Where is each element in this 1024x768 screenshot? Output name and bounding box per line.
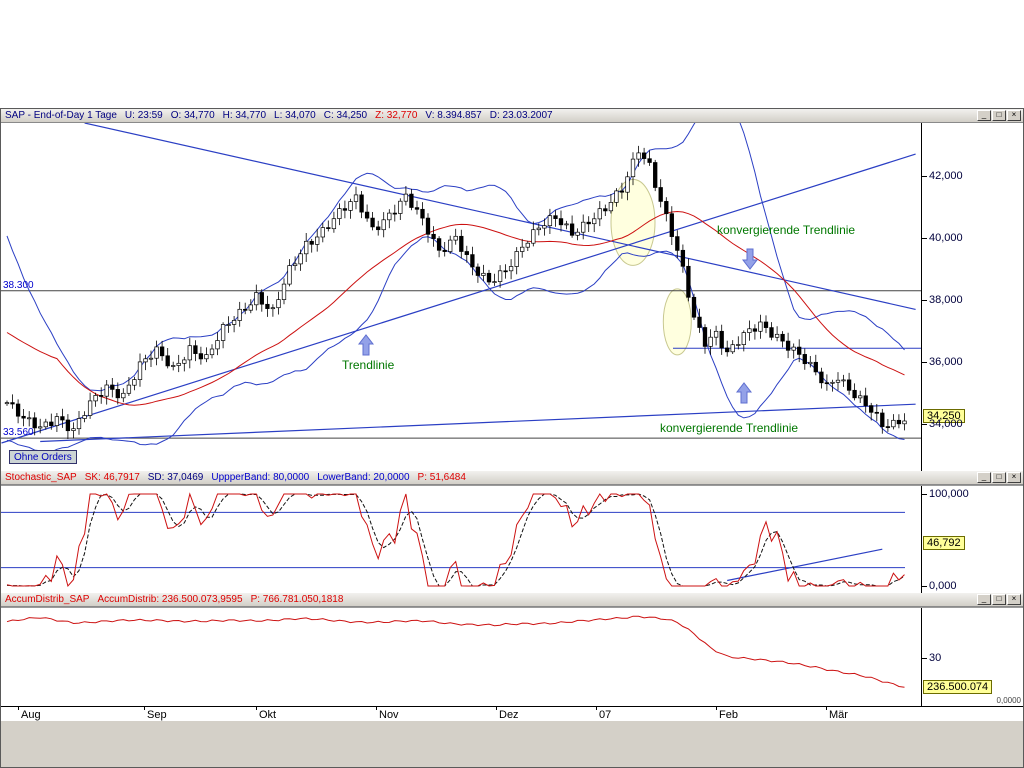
title-segment: O: 34,770	[170, 110, 215, 121]
stochastic-svg	[1, 492, 905, 588]
title-segment: L: 34,070	[274, 110, 316, 121]
stochastic-chart-area[interactable]: 46,792 100,000 0,000	[1, 485, 1023, 593]
accumdistrib-title-text: AccumDistrib_SAP AccumDistrib: 236.500.07…	[5, 594, 351, 605]
axis-tick-label: 34,000	[922, 418, 963, 431]
time-tick	[144, 707, 145, 710]
close-button[interactable]: ×	[1007, 472, 1021, 483]
time-axis-label: Feb	[719, 709, 738, 721]
ohne-orders-button[interactable]: Ohne Orders	[9, 450, 77, 464]
accumdistrib-axis: 236.500.074 0,0000 30	[921, 608, 1023, 706]
down-arrow-icon	[741, 248, 759, 270]
window-buttons: _ □ ×	[977, 594, 1021, 605]
candles-layer	[4, 145, 907, 439]
support-level-label: 38.300	[3, 280, 34, 291]
bollinger-lower-line	[6, 236, 905, 453]
chart-window: SAP - End-of-Day 1 Tage U: 23:59 O: 34,770…	[0, 108, 1024, 768]
accumdistrib-chart-area[interactable]: 236.500.074 0,0000 30	[1, 607, 1023, 706]
time-tick	[496, 707, 497, 710]
title-segment: SAP - End-of-Day 1 Tage	[5, 110, 117, 121]
time-tick	[256, 707, 257, 710]
up-arrow-icon	[735, 382, 753, 404]
support-level-label: 33.560	[3, 427, 34, 438]
trend-line	[40, 403, 916, 443]
axis-tick-label: 40,000	[922, 232, 963, 244]
trendline-annotation: konvergierende Trendlinie	[660, 421, 798, 435]
title-segment: SD: 37,0469	[147, 472, 204, 483]
maximize-button[interactable]: □	[992, 110, 1006, 121]
time-tick	[18, 707, 19, 710]
stochastic-title-text: Stochastic_SAP SK: 46,7917 SD: 37,0469 Uppp…	[5, 472, 474, 483]
maximize-button[interactable]: □	[992, 594, 1006, 605]
time-axis-label: Aug	[21, 709, 41, 721]
time-axis: Aug Sep Okt Nov Dez 07 Feb Mär	[1, 706, 1023, 721]
title-segment: Stochastic_SAP	[5, 472, 77, 483]
accumdistrib-svg	[6, 615, 905, 688]
title-segment: V: 8.394.857	[425, 110, 482, 121]
title-segment: P: 51,6484	[417, 472, 466, 483]
close-button[interactable]: ×	[1007, 110, 1021, 121]
title-segment: P: 766.781.050,1818	[250, 594, 344, 605]
title-segment: D: 23.03.2007	[489, 110, 553, 121]
axis-tick-label: 30	[921, 652, 942, 665]
highlight-ellipse	[662, 288, 692, 356]
accumdistrib-value-box: 236.500.074	[923, 680, 993, 694]
stochastic-sk-line	[6, 492, 905, 588]
stochastic-trend-line	[727, 548, 883, 582]
bollinger-upper-line	[6, 123, 905, 392]
main-chart-titlebar[interactable]: SAP - End-of-Day 1 Tage U: 23:59 O: 34,770…	[1, 109, 1023, 123]
accumdistrib-line	[6, 615, 905, 688]
title-segment: C: 34,250	[323, 110, 368, 121]
trend-line	[1, 153, 916, 444]
main-chart-svg: 38.300 33.560 konvergierende Trendlinie Tre…	[1, 123, 921, 453]
up-arrow-icon	[357, 334, 375, 356]
accumdistrib-titlebar[interactable]: AccumDistrib_SAP AccumDistrib: 236.500.07…	[1, 593, 1023, 607]
time-axis-label: Sep	[147, 709, 167, 721]
window-buttons: _ □ ×	[977, 472, 1021, 483]
main-chart-title-text: SAP - End-of-Day 1 Tage U: 23:59 O: 34,770…	[5, 110, 561, 121]
stochastic-axis: 46,792 100,000 0,000	[921, 486, 1023, 593]
time-axis-label: Okt	[259, 709, 277, 721]
time-tick	[376, 707, 377, 710]
title-segment: H: 34,770	[222, 110, 267, 121]
maximize-button[interactable]: □	[992, 472, 1006, 483]
title-segment: AccumDistrib: 236.500.073,9595	[97, 594, 243, 605]
axis-tick-label: 38,000	[922, 294, 963, 307]
title-segment: UppperBand: 80,0000	[211, 472, 310, 483]
title-segment: LowerBand: 20,0000	[317, 472, 410, 483]
minimize-button[interactable]: _	[977, 110, 991, 121]
window-background	[1, 721, 1023, 767]
trendline-annotation: Trendlinie	[342, 358, 395, 372]
minimize-button[interactable]: _	[977, 472, 991, 483]
main-chart-area[interactable]: 38.300 33.560 konvergierende Trendlinie Tre…	[1, 123, 1023, 471]
title-segment: U: 23:59	[124, 110, 163, 121]
axis-scale-label: 0,0000	[996, 696, 1021, 705]
window-buttons: _ □ ×	[977, 110, 1021, 121]
time-axis-label: Mär	[829, 709, 848, 721]
axis-tick-label: 0,000	[922, 580, 957, 592]
moving-average-line	[6, 210, 905, 406]
time-tick	[716, 707, 717, 710]
axis-tick-label: 100,000	[922, 488, 969, 500]
close-button[interactable]: ×	[1007, 594, 1021, 605]
axis-tick-label: 36,000	[922, 356, 963, 369]
minimize-button[interactable]: _	[977, 594, 991, 605]
stochastic-value-box: 46,792	[923, 536, 965, 550]
title-segment: Z: 32,770	[375, 110, 418, 121]
time-axis-label: 07	[599, 709, 612, 721]
trendline-annotation: konvergierende Trendlinie	[717, 223, 855, 237]
title-segment: SK: 46,7917	[84, 472, 140, 483]
time-axis-label: Nov	[379, 709, 399, 721]
current-price-box: 34,250	[923, 409, 965, 423]
price-axis: 34,250 42,000 40,000 38,000 36,000 34,000	[921, 123, 1023, 471]
title-segment: AccumDistrib_SAP	[5, 594, 90, 605]
time-axis-label: Dez	[499, 709, 519, 721]
time-tick	[596, 707, 597, 710]
time-tick	[826, 707, 827, 710]
stochastic-titlebar[interactable]: Stochastic_SAP SK: 46,7917 SD: 37,0469 Uppp…	[1, 471, 1023, 485]
trend-line	[84, 123, 916, 310]
axis-tick-label: 42,000	[922, 169, 963, 182]
